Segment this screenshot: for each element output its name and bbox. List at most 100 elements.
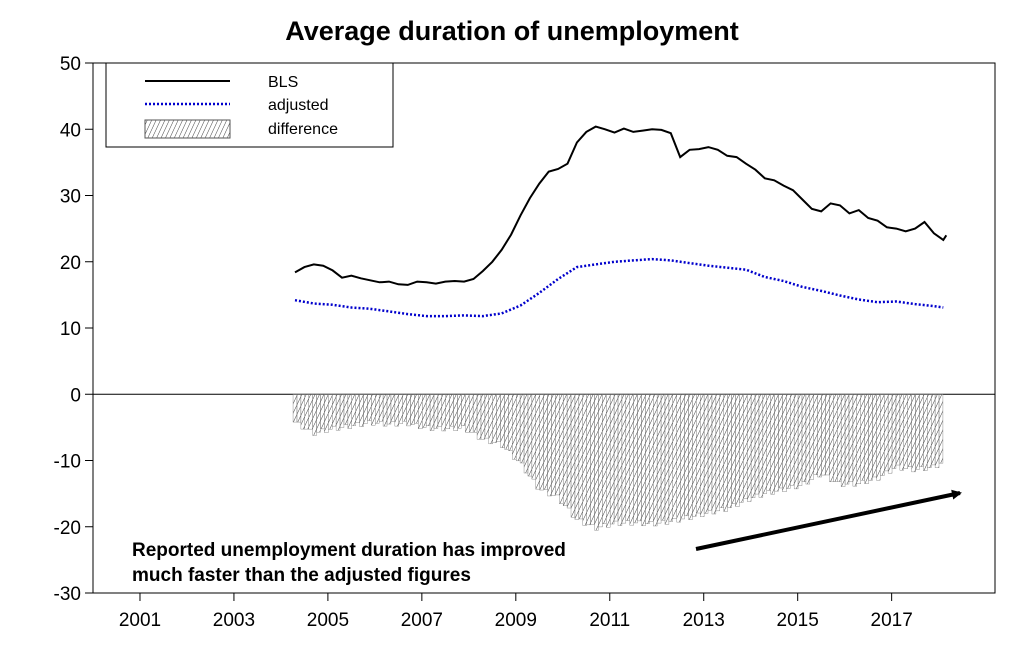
difference-bar [335,394,341,431]
difference-bar [296,394,302,423]
difference-bar [758,394,764,498]
difference-bar [680,394,685,520]
y-tick-label: 30 [60,187,81,208]
difference-bar [488,394,493,445]
difference-bar [884,394,889,472]
difference-bar [856,394,861,484]
difference-bar [402,394,407,422]
difference-bar [371,394,376,426]
difference-bar [895,394,901,466]
difference-bar [617,394,623,526]
difference-bar [453,394,458,431]
difference-bar [660,394,666,521]
difference-bar [750,394,756,498]
difference-bar [351,394,356,426]
difference-bar [754,394,760,495]
difference-bar [703,394,709,514]
difference-bar [594,394,599,531]
difference-bar [390,394,396,422]
difference-bar [496,394,501,442]
x-tick-label: 2015 [777,610,819,631]
difference-bar [833,394,838,482]
difference-bar [465,394,470,433]
difference-bar [543,394,548,490]
difference-bar [887,394,893,474]
difference-bar [903,394,908,469]
x-tick-label: 2017 [871,610,913,631]
x-axis: 2001 2003 2005 2007 2009 2011 2013 2015 2017 [119,593,913,631]
x-tick-label: 2003 [213,610,255,631]
y-tick-label: 20 [60,253,81,274]
difference-bar [707,394,713,511]
difference-bar [766,394,771,491]
y-tick-label: 40 [60,120,81,141]
difference-bar [508,394,513,451]
difference-bar [688,394,693,520]
difference-bar [308,394,313,430]
difference-bar [519,394,525,464]
adjusted-series-line [294,257,944,318]
difference-bar [378,394,384,422]
difference-bar [746,394,752,502]
difference-bar [621,394,627,524]
difference-bar [817,394,822,478]
difference-bar [328,394,333,430]
difference-bar [343,394,349,425]
difference-bar [578,394,583,520]
difference-bar [292,394,298,423]
difference-bar [492,394,497,443]
y-tick-label: 0 [70,385,81,406]
difference-bar [347,394,352,429]
difference-bar [656,394,662,524]
difference-bar [782,394,787,492]
difference-bar [735,394,740,507]
difference-bar [793,394,799,490]
difference-bar [512,394,517,460]
difference-bar [844,394,850,485]
difference-bar [727,394,732,508]
x-tick-label: 2011 [589,610,630,631]
difference-bar [668,394,674,522]
difference-bar [570,394,576,518]
difference-bar [821,394,826,476]
difference-bar [386,394,392,425]
difference-bar [864,394,869,484]
legend-difference-swatch [144,119,231,139]
y-tick-label: 50 [60,54,81,75]
difference-bar [445,394,450,429]
difference-bar [484,394,489,439]
difference-bar [375,394,380,424]
difference-bar [625,394,630,521]
difference-bar [602,394,607,524]
difference-bar [449,394,454,427]
y-axis: -30 -20 -10 0 10 20 30 40 50 [54,54,93,605]
difference-bar [320,394,325,430]
difference-bar [891,394,897,469]
legend-adjusted-label: adjusted [268,97,329,114]
difference-bar [324,394,329,433]
difference-bar [367,394,372,421]
difference-bar [934,394,940,468]
difference-bar [437,394,443,427]
difference-bar [692,394,697,517]
difference-bar [535,394,540,490]
legend-bls-label: BLS [268,74,298,91]
difference-bar [770,394,775,495]
difference-bar [472,394,478,433]
difference-bar [872,394,877,478]
difference-bar [418,394,423,430]
difference-bar [425,394,431,426]
difference-bar [476,394,482,440]
difference-bar [801,394,807,482]
difference-bar [649,394,654,522]
difference-bar [700,394,705,517]
difference-bar [653,394,658,527]
difference-bar [547,394,552,497]
difference-bar [672,394,677,519]
difference-bar [797,394,803,486]
difference-bar [504,394,509,450]
difference-bar [731,394,736,504]
y-tick-label: -20 [54,518,81,539]
difference-bar [696,394,701,514]
difference-bars [292,394,944,531]
